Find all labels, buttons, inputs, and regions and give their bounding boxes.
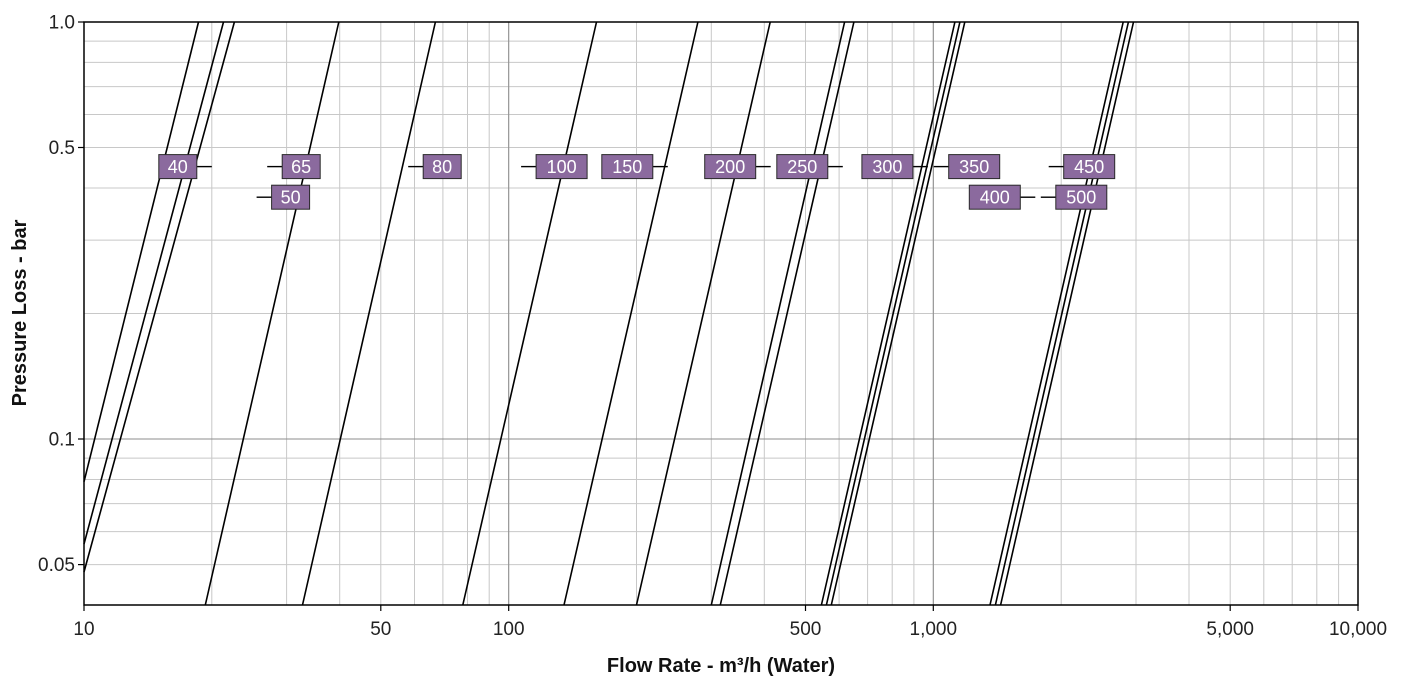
series-line-450 xyxy=(830,21,966,606)
size-label-badge xyxy=(1055,184,1108,210)
size-label-text: 100 xyxy=(547,157,577,177)
size-label-badge xyxy=(968,184,1021,210)
x-tick-label: 50 xyxy=(370,619,391,640)
size-label-badge xyxy=(601,154,654,180)
series-line-100 xyxy=(301,21,437,606)
y-axis-title: Pressure Loss - bar xyxy=(9,219,31,406)
series-layer xyxy=(83,21,1135,606)
size-label-badge xyxy=(271,184,311,210)
series-line-65 xyxy=(83,21,225,545)
x-tick-label: 5,000 xyxy=(1206,619,1254,640)
size-label-badge xyxy=(1063,154,1116,180)
series-line-50 xyxy=(83,21,236,573)
size-label-badge xyxy=(776,154,829,180)
size-label-text: 50 xyxy=(281,188,301,208)
grid-minor xyxy=(84,22,1358,605)
x-tick-label: 10,000 xyxy=(1329,619,1387,640)
size-label-text: 65 xyxy=(291,157,311,177)
size-label-text: 150 xyxy=(612,157,642,177)
size-label-text: 500 xyxy=(1066,188,1096,208)
y-ticks: 0.05 0.1 0.5 1.0 xyxy=(38,13,84,576)
size-label-text: 40 xyxy=(168,157,188,177)
label-layer: 40 65 50 80 100 150 200 250 300 350 400 450 500 xyxy=(158,154,1116,210)
series-line-40 xyxy=(83,21,200,482)
size-label-text: 250 xyxy=(787,157,817,177)
size-label-text: 200 xyxy=(715,157,745,177)
y-tick-label: 0.05 xyxy=(38,555,75,576)
series-line-150 xyxy=(462,21,598,606)
series-line-350 xyxy=(710,21,846,606)
y-tick-label: 0.5 xyxy=(49,138,75,159)
series-line-400 xyxy=(820,21,956,606)
size-label-badge xyxy=(948,154,1001,180)
series-line-500 xyxy=(825,21,961,606)
size-label-badge xyxy=(535,154,588,180)
size-label-text: 350 xyxy=(959,157,989,177)
series-line-unlabeled-14 xyxy=(994,21,1130,606)
series-line-250 xyxy=(635,21,771,606)
series-line-unlabeled-13 xyxy=(989,21,1124,606)
series-line-300 xyxy=(719,21,855,606)
y-tick-label: 1.0 xyxy=(49,13,75,34)
size-label-badge xyxy=(281,154,321,180)
x-tick-label: 10 xyxy=(73,619,94,640)
x-tick-label: 1,000 xyxy=(910,619,958,640)
x-axis-title: Flow Rate - m³/h (Water) xyxy=(607,655,835,677)
series-line-200 xyxy=(563,21,699,606)
size-label-badge xyxy=(861,154,914,180)
x-tick-label: 500 xyxy=(790,619,822,640)
series-line-unlabeled-15 xyxy=(999,21,1135,606)
x-ticks: 10 50 100 500 1,000 5,000 10,000 xyxy=(73,605,1387,640)
size-label-text: 400 xyxy=(980,188,1010,208)
size-label-badge xyxy=(704,154,757,180)
series-line-80 xyxy=(204,21,340,606)
x-tick-label: 100 xyxy=(493,619,525,640)
plot-frame xyxy=(83,21,1359,606)
size-label-text: 300 xyxy=(872,157,902,177)
y-tick-label: 0.1 xyxy=(49,430,75,451)
size-label-text: 450 xyxy=(1074,157,1104,177)
size-label-text: 80 xyxy=(432,157,452,177)
size-label-badge xyxy=(422,154,462,180)
size-label-badge xyxy=(158,154,198,180)
